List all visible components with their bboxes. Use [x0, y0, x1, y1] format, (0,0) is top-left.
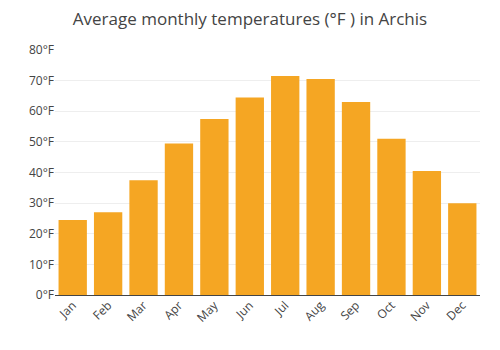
svg-text:80°F: 80°F	[29, 41, 54, 58]
svg-text:Aug: Aug	[300, 297, 328, 325]
svg-text:Feb: Feb	[89, 297, 115, 323]
svg-text:Jul: Jul	[270, 297, 292, 319]
svg-text:Mar: Mar	[123, 297, 151, 325]
svg-text:Average monthly temperatures (: Average monthly temperatures (°F ) in Ar…	[73, 7, 427, 30]
svg-text:70°F: 70°F	[29, 72, 54, 89]
svg-text:50°F: 50°F	[29, 133, 54, 150]
svg-text:May: May	[193, 296, 222, 325]
svg-text:Oct: Oct	[373, 297, 399, 323]
svg-text:0°F: 0°F	[36, 286, 54, 303]
svg-text:60°F: 60°F	[29, 102, 54, 119]
svg-text:Jun: Jun	[231, 297, 256, 322]
svg-text:10°F: 10°F	[29, 256, 54, 273]
svg-text:Dec: Dec	[442, 297, 469, 324]
svg-text:40°F: 40°F	[29, 164, 54, 181]
svg-text:Jan: Jan	[55, 297, 80, 322]
svg-text:Apr: Apr	[160, 297, 186, 323]
svg-text:Nov: Nov	[406, 297, 434, 325]
svg-text:20°F: 20°F	[29, 225, 54, 242]
svg-text:30°F: 30°F	[29, 194, 54, 211]
svg-text:Sep: Sep	[336, 297, 363, 324]
